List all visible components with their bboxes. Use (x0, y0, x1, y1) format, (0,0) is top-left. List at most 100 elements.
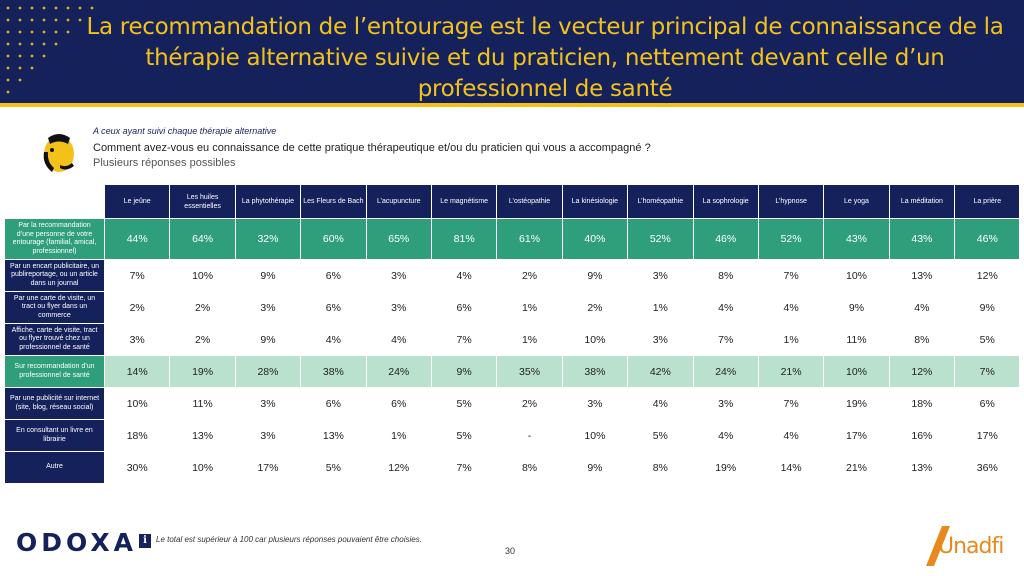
table-cell: 5% (954, 323, 1021, 356)
table-cell: 8% (888, 323, 956, 356)
column-header: La méditation (888, 184, 956, 219)
table-cell: 7% (757, 259, 825, 292)
table-row: Autre 30% 10% 17% 5% 12% 7% 8% 9% 8% 19% 14% 21% 13% 3… (4, 451, 1021, 484)
question-note: Plusieurs réponses possibles (93, 157, 236, 169)
info-icon: i (139, 534, 151, 548)
table-cell: 5% (627, 419, 694, 452)
table-cell: 3% (234, 291, 302, 324)
table-cell: 3% (365, 291, 432, 324)
table-cell: 6% (365, 387, 432, 420)
column-header: Le jeûne (103, 184, 171, 219)
table-cell: 52% (757, 218, 825, 260)
table-row: Par une publicité sur internet (site, bl… (4, 387, 1021, 420)
row-label: Par une carte de visite, un tract ou fly… (4, 291, 105, 324)
row-label: Par une publicité sur internet (site, bl… (4, 387, 105, 420)
table-cell: 19% (823, 387, 890, 420)
column-header: La kinésiologie (561, 184, 629, 219)
column-header: La phytothérapie (234, 184, 302, 219)
row-label: Autre (4, 451, 105, 484)
table-cell: 5% (430, 419, 498, 452)
table-cell: 13% (300, 419, 367, 452)
question-audience: A ceux ayant suivi chaque thérapie alter… (93, 126, 277, 136)
column-header: L’hypnose (757, 184, 825, 219)
row-label: En consultant un livre en librairie (4, 419, 105, 452)
table-cell: 81% (430, 218, 498, 260)
table-cell: 10% (169, 451, 236, 484)
table-cell: 14% (757, 451, 825, 484)
table-cell: 7% (692, 323, 759, 356)
table-cell: 9% (561, 259, 629, 292)
table-cell: 13% (888, 451, 956, 484)
slide-title: La recommandation de l’entourage est le … (86, 14, 1004, 102)
table-cell: 36% (954, 451, 1021, 484)
dots-pattern-icon (6, 6, 94, 94)
column-header: Les Fleurs de Bach (300, 184, 367, 219)
table-cell: 9% (561, 451, 629, 484)
row-label: Sur recommandation d’un professionnel de… (4, 355, 105, 388)
column-header: L’homéopathie (627, 184, 694, 219)
table-cell: 4% (627, 387, 694, 420)
table-cell: 38% (561, 355, 629, 388)
table-cell: 6% (430, 291, 498, 324)
table-cell: 2% (169, 323, 236, 356)
table-cell: 1% (496, 291, 563, 324)
table-cell: 2% (561, 291, 629, 324)
table-cell: 46% (954, 218, 1021, 260)
table-cell: 10% (561, 419, 629, 452)
table-cell: 40% (561, 218, 629, 260)
table-cell: 5% (300, 451, 367, 484)
table-body: Par la recommandation d’une personne de … (4, 218, 1021, 484)
table-cell: 17% (234, 451, 302, 484)
table-cell: 52% (627, 218, 694, 260)
table-cell: 1% (627, 291, 694, 324)
table-cell: 18% (103, 419, 171, 452)
table-cell: 24% (692, 355, 759, 388)
table-cell: 7% (430, 323, 498, 356)
table-cell: 12% (888, 355, 956, 388)
table-cell: 30% (103, 451, 171, 484)
table-cell: 42% (627, 355, 694, 388)
table-cell: 19% (169, 355, 236, 388)
column-header: L’ostéopathie (496, 184, 563, 219)
table-cell: 14% (103, 355, 171, 388)
table-cell: 1% (757, 323, 825, 356)
table-cell: 4% (757, 419, 825, 452)
results-table: Le jeûne Les huiles essentielles La phyt… (4, 184, 1021, 484)
column-header: Le yoga (823, 184, 890, 219)
table-cell: 8% (496, 451, 563, 484)
table-corner (4, 184, 105, 219)
row-label: Par un encart publicitaire, un publirepo… (4, 259, 105, 292)
table-cell: 2% (103, 291, 171, 324)
page-number: 30 (505, 546, 516, 556)
table-cell: 9% (234, 259, 302, 292)
table-cell: 7% (954, 355, 1021, 388)
table-header-row: Le jeûne Les huiles essentielles La phyt… (4, 184, 1021, 219)
table-cell: 61% (496, 218, 563, 260)
respondent-icon (43, 134, 74, 172)
table-row: Par une carte de visite, un tract ou fly… (4, 291, 1021, 324)
table-cell: 4% (365, 323, 432, 356)
table-cell: 44% (103, 218, 171, 260)
table-cell: 4% (430, 259, 498, 292)
unadfi-logo-mark-icon (926, 526, 950, 566)
column-header: Le magnétisme (430, 184, 498, 219)
table-row: Par un encart publicitaire, un publirepo… (4, 259, 1021, 292)
question-text: Comment avez-vous eu connaissance de cet… (93, 142, 651, 154)
table-cell: 7% (430, 451, 498, 484)
table-row: Affiche, carte de visite, tract ou flyer… (4, 323, 1021, 356)
table-cell: 3% (234, 419, 302, 452)
row-label: Par la recommandation d’une personne de … (4, 218, 105, 260)
table-cell: 17% (823, 419, 890, 452)
table-cell: 38% (300, 355, 367, 388)
table-cell: 8% (692, 259, 759, 292)
table-cell: 13% (169, 419, 236, 452)
table-cell: 18% (888, 387, 956, 420)
table-cell: 8% (627, 451, 694, 484)
table-cell: 10% (561, 323, 629, 356)
table-cell: 9% (823, 291, 890, 324)
table-cell: 2% (496, 387, 563, 420)
table-cell: 2% (169, 291, 236, 324)
column-header: L’acupuncture (365, 184, 432, 219)
table-cell: 21% (823, 451, 890, 484)
table-cell: 12% (365, 451, 432, 484)
